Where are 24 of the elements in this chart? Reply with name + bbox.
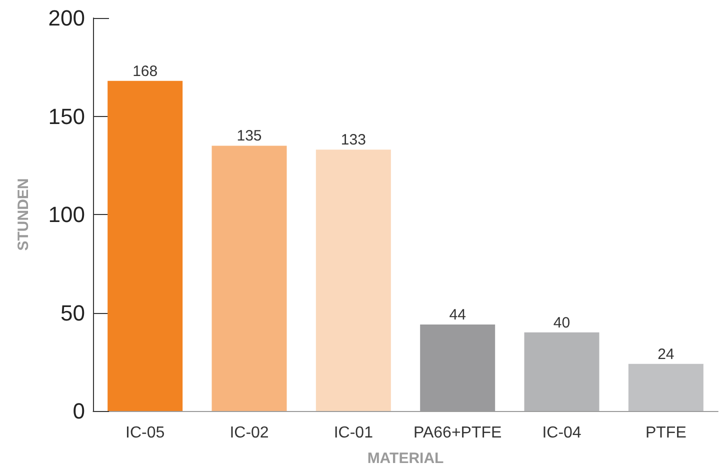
x-tick-label: PA66+PTFE [413,424,502,442]
y-tick-label: 50 [60,300,85,326]
data-label: 135 [236,128,262,145]
data-label: 24 [658,346,674,363]
x-tick-label: PTFE [645,424,686,442]
y-tick-label: 100 [48,202,85,227]
data-label: 168 [132,62,158,80]
y-axis-title: STUNDEN [15,178,32,251]
bar [628,364,704,411]
data-label: 133 [340,132,366,149]
x-axis-title: MATERIAL [367,450,444,467]
y-tick-label: 0 [72,398,85,424]
bar [316,150,391,411]
bar [524,332,600,411]
bar [108,80,183,411]
x-tick-label: IC-04 [542,424,582,442]
y-tick-label: 200 [48,6,85,30]
y-tick-label: 150 [48,104,85,129]
x-tick-label: IC-05 [126,424,165,442]
bar [212,146,287,411]
data-label: 44 [449,306,466,324]
data-label: 40 [553,314,570,332]
x-tick-label: IC-01 [334,424,374,442]
x-tick-label: IC-02 [230,424,269,442]
